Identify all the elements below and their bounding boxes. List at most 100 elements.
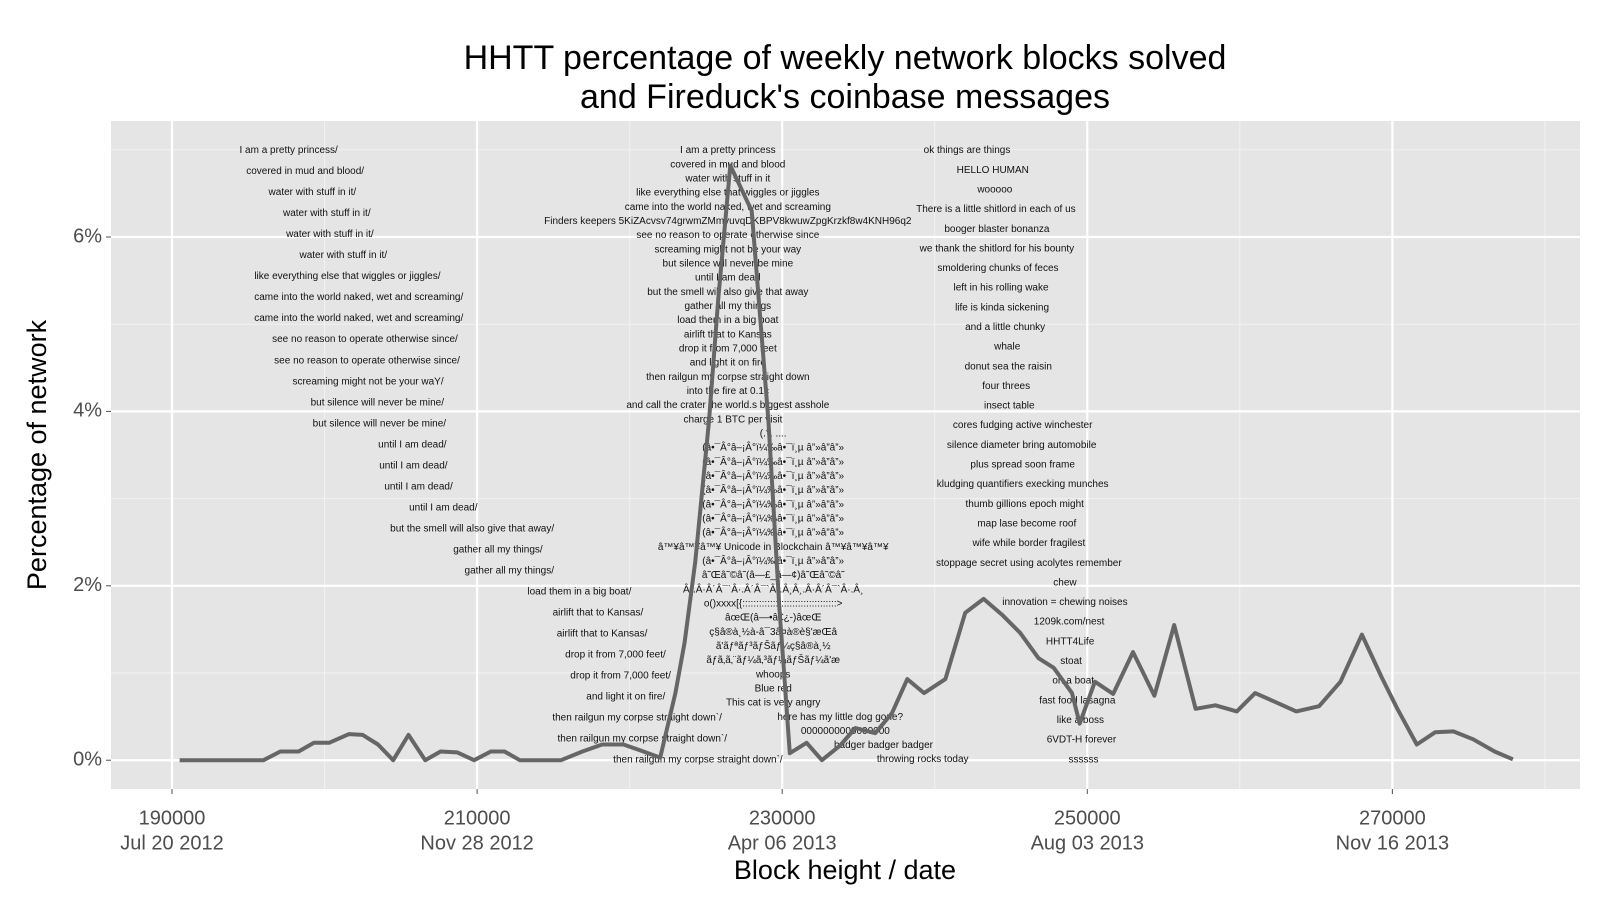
annotation: (â•¯Â°â–¡Â°ï¼‰â•¯ï¸µ â”»â”â”»: [702, 441, 844, 454]
annotation: map lase become roof: [977, 518, 1076, 529]
annotation: I am a pretty princess/: [239, 145, 338, 156]
annotation: ssssss: [1069, 754, 1099, 765]
annotation: and a little chunky: [965, 322, 1045, 333]
annotation: donut sea the raisin: [965, 361, 1052, 372]
annotation: airlift that to Kansas/: [553, 607, 644, 618]
annotation: (â•¯Â°â–¡Â°ï¼‰â•¯ï¸µ â”»â”â”»: [702, 455, 844, 468]
annotation: Blue red: [755, 683, 792, 694]
annotation: fast food lasagna: [1039, 695, 1116, 706]
annotation: gather all my things: [684, 301, 771, 312]
annotation: but the smell will also give that away/: [390, 523, 554, 534]
annotation: 6VDT-H forever: [1047, 735, 1117, 746]
annotation: badger badger badger: [834, 740, 934, 751]
annotation: cores fudging active winchester: [953, 420, 1093, 431]
annotation: I am a pretty princess: [680, 145, 776, 156]
annotation: load them in a big boat/: [527, 586, 631, 597]
x-tick-date: Nov 28 2012: [420, 832, 533, 854]
annotation: stoat: [1060, 656, 1082, 667]
data-line: [179, 163, 1514, 763]
annotation: innovation = chewing noises: [1002, 597, 1127, 608]
annotation: came into the world naked, wet and screa…: [254, 313, 463, 324]
annotation: then railgun my corpse straight down`/: [558, 732, 728, 744]
annotation: gather all my things/: [453, 544, 543, 555]
annotation: chew: [1053, 577, 1077, 588]
annotation: see no reason to operate otherwise since: [636, 230, 819, 241]
annotation: and call the crater the world.s biggest …: [626, 400, 829, 411]
annotation: wooooo: [976, 184, 1012, 195]
annotation: but silence will never be mine/: [313, 418, 447, 429]
y-tick-label: 6%: [73, 225, 102, 247]
annotation: kludging quantifiers execking munches: [937, 479, 1109, 490]
annotation: load them in a big boat: [677, 315, 778, 326]
annotation: smoldering chunks of feces: [937, 263, 1058, 274]
annotation: 0000000000000000: [801, 726, 890, 737]
chart-title: HHTT percentage of weekly network blocks…: [464, 39, 1227, 77]
annotation: water with stuff in it/: [298, 250, 387, 261]
annotation: and light it on fire: [690, 358, 767, 369]
annotation: but the smell will also give that away: [647, 287, 808, 298]
y-tick-label: 2%: [73, 574, 102, 596]
annotation: until I am dead/: [409, 502, 478, 513]
annotation: until I am dead/: [378, 439, 447, 450]
annotation: life is kinda sickening: [955, 302, 1049, 313]
x-tick-label: 190000: [139, 807, 206, 829]
annotation: There is a little shitlord in each of us: [916, 204, 1076, 215]
annotation: whale: [993, 342, 1021, 353]
annotation: 1209k.com/nest: [1034, 617, 1105, 628]
annotation: plus spread soon frame: [970, 460, 1075, 471]
annotation: but silence will never be mine: [663, 258, 794, 269]
annotation: (.°. ....: [760, 428, 787, 439]
annotation: ç§â®à¸½à-â¯3â¤à®è§'æŒâ: [709, 626, 837, 638]
annotation: then railgun my corpse straight down: [646, 372, 809, 383]
annotation: until I am dead: [695, 273, 761, 284]
x-tick-label: 250000: [1054, 807, 1121, 829]
annotation: booger blaster bonanza: [944, 224, 1050, 235]
annotation: airlift that to Kansas/: [557, 628, 648, 639]
annotation: drop it from 7,000 feet/: [565, 649, 666, 660]
annotation: airlift that to Kansas: [684, 329, 772, 340]
annotation: stoppage secret using acolytes remember: [936, 558, 1122, 569]
annotation: throwing rocks today: [877, 754, 969, 765]
annotation: we thank the shitlord for his bounty: [919, 243, 1075, 254]
annotation: came into the world naked, wet and screa…: [254, 292, 463, 303]
annotation: on a boat: [1052, 676, 1094, 687]
annotation: â˜Œâ˜©â˜(â—£_â—¢)â˜Œâ˜©â˜: [702, 570, 845, 581]
annotation: ok things are things: [924, 145, 1011, 156]
x-axis-title: Block height / date: [734, 855, 956, 885]
annotation: left in his rolling wake: [954, 283, 1049, 294]
y-axis-title: Percentage of network: [22, 319, 52, 590]
annotation: thumb gillions epoch might: [966, 499, 1085, 510]
annotation: HELLO HUMAN: [957, 165, 1029, 176]
x-tick-label: 270000: [1359, 807, 1426, 829]
annotation: insect table: [984, 401, 1035, 412]
annotation: see no reason to operate otherwise since…: [274, 355, 460, 366]
annotation: (â•¯Â°â–¡Â°ï¼‰â•¯ï¸µ â”»â”â”»: [702, 554, 844, 567]
annotation: Finders keepers 5KiZAcvsv74grwmZMmyuvqDK…: [544, 216, 912, 227]
annotation: gather all my things/: [465, 565, 555, 576]
annotation: screaming might not be your waY/: [292, 376, 443, 387]
annotation: until I am dead/: [384, 481, 453, 492]
annotation: until I am dead/: [379, 460, 448, 471]
annotation: screaming might not be your way: [654, 244, 801, 255]
annotation: charge 1 BTC per visit: [684, 414, 783, 425]
plot-panel: [111, 121, 1580, 789]
annotation: wife while border fragilest: [971, 538, 1085, 549]
annotation: whoops: [755, 669, 790, 680]
annotation: â™¥â™¥â™¥ Unicode in Blockchain â™¥â™¥â™…: [658, 542, 889, 553]
annotation: covered in mud and blood: [670, 159, 785, 170]
x-tick-date: Apr 06 2013: [728, 832, 837, 854]
x-tick-date: Jul 20 2012: [120, 832, 223, 854]
chart-title: and Fireduck's coinbase messages: [580, 78, 1110, 116]
annotation: water with stuff in it/: [268, 187, 357, 198]
annotation: then railgun my corpse straight down`/: [552, 711, 722, 723]
annotation: âœŒ(â—•â€¿-)âœŒ: [725, 613, 821, 624]
annotation: water with stuff in it/: [282, 208, 371, 219]
annotation: Â¸.Â·Â´Â¯`Â·.Â´Â¯`Â·.Â¸Â¸.Â·Â´Â¯`Â·.Â¸: [683, 582, 863, 595]
annotation: like everything else that wiggles or jig…: [254, 271, 440, 282]
annotation: here has my little dog gone?: [777, 712, 903, 723]
x-tick-date: Aug 03 2013: [1031, 832, 1144, 854]
x-tick-label: 230000: [749, 807, 816, 829]
annotation: and light it on fire/: [586, 691, 665, 702]
annotation: silence diameter bring automobile: [947, 440, 1097, 451]
